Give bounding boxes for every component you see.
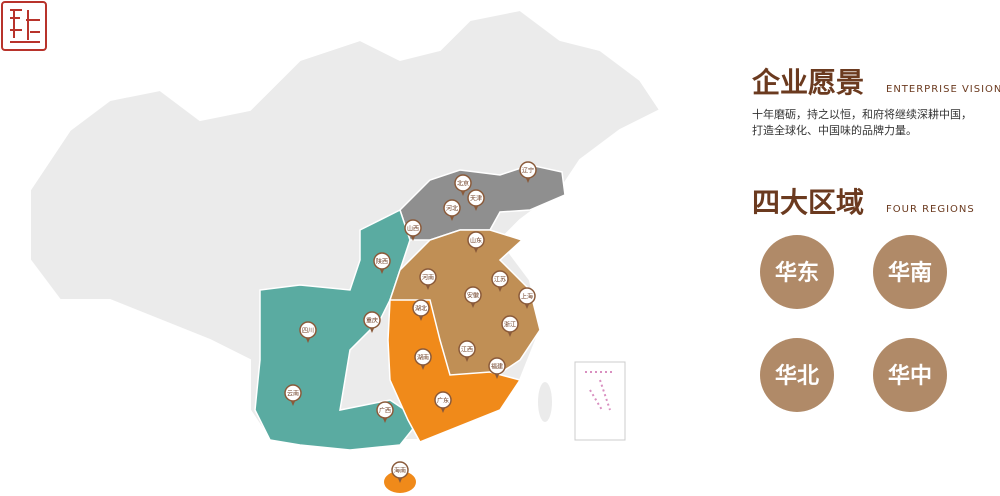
map-pin[interactable]: 天津 <box>467 189 485 211</box>
map-pin[interactable]: 湖南 <box>414 348 432 370</box>
seal <box>1 1 47 51</box>
china-map <box>29 8 662 493</box>
map-pin[interactable]: 山西 <box>404 219 422 241</box>
pin-label: 山东 <box>470 237 482 245</box>
map-pin[interactable]: 四川 <box>299 321 317 343</box>
button-circle <box>760 338 834 412</box>
region-button[interactable]: 华东 <box>760 235 834 309</box>
pin-head <box>464 286 482 304</box>
pin-label: 广西 <box>379 407 391 415</box>
map-pin[interactable]: 江苏 <box>491 270 509 292</box>
pin-label: 山西 <box>407 225 419 233</box>
map-pin[interactable]: 河南 <box>419 268 437 290</box>
button-label: 华北 <box>775 363 819 389</box>
pin-head <box>488 357 506 375</box>
pin-head <box>443 199 461 217</box>
pin-head <box>414 348 432 366</box>
pin-label: 河北 <box>446 205 458 213</box>
map-pin[interactable]: 湖北 <box>412 299 430 321</box>
pin-head <box>467 231 485 249</box>
region-button[interactable]: 华中 <box>873 338 947 412</box>
pin-head <box>434 391 452 409</box>
pin-head <box>518 287 536 305</box>
pin-label: 北京 <box>457 180 469 188</box>
map-pin[interactable]: 福建 <box>488 357 506 379</box>
map-pin[interactable]: 广西 <box>376 401 394 423</box>
pin-label: 辽宁 <box>522 167 534 175</box>
pin-head <box>373 252 391 270</box>
pin-label: 陕西 <box>376 258 388 266</box>
button-circle <box>873 338 947 412</box>
map-pin[interactable]: 广东 <box>434 391 452 413</box>
button-label: 华南 <box>888 260 932 286</box>
region-button[interactable]: 华南 <box>873 235 947 309</box>
map-pin[interactable]: 江西 <box>458 340 476 362</box>
pin-head <box>458 340 476 358</box>
pin-label: 湖南 <box>417 354 429 362</box>
pin-label: 安徽 <box>467 292 479 300</box>
taiwan <box>538 382 552 422</box>
pin-head <box>299 321 317 339</box>
south-sea-inset <box>574 361 626 441</box>
region-south <box>387 299 522 443</box>
pin-label: 天津 <box>470 196 482 203</box>
button-label: 华东 <box>775 260 819 286</box>
inset-dots <box>585 371 615 411</box>
pin-head <box>376 401 394 419</box>
map-pin[interactable]: 云南 <box>284 384 302 406</box>
pin-label: 海南 <box>394 467 406 475</box>
map-pin[interactable]: 陕西 <box>373 252 391 274</box>
regions-title: 四大区域 <box>752 186 864 219</box>
pin-label: 广东 <box>437 397 449 405</box>
pin-label: 浙江 <box>504 321 516 329</box>
map-pin[interactable]: 上海 <box>518 287 536 309</box>
map-pin[interactable]: 重庆 <box>363 311 381 333</box>
pin-head <box>501 315 519 333</box>
pin-label: 湖北 <box>415 305 427 313</box>
vision-title: 企业愿景 <box>752 66 864 99</box>
map-pin[interactable]: 北京 <box>454 174 472 196</box>
pin-label: 江西 <box>461 347 473 354</box>
map-pin[interactable]: 浙江 <box>501 315 519 337</box>
map-pin[interactable]: 山东 <box>467 231 485 253</box>
pin-head <box>284 384 302 402</box>
map-pin[interactable]: 安徽 <box>464 286 482 308</box>
pin-label: 重庆 <box>366 317 378 325</box>
pin-head <box>454 174 472 192</box>
pin-head <box>412 299 430 317</box>
pin-head <box>519 161 537 179</box>
regions-subtitle: FOUR REGIONS <box>886 204 975 215</box>
pin-head <box>419 268 437 286</box>
region-button[interactable]: 华北 <box>760 338 834 412</box>
pin-label: 四川 <box>302 328 314 335</box>
map-pin[interactable]: 辽宁 <box>519 161 537 183</box>
button-label: 华中 <box>888 363 932 389</box>
button-circle <box>873 235 947 309</box>
map-pin[interactable]: 海南 <box>391 461 409 483</box>
vision-line: 打造全球化、中国味的品牌力量。 <box>752 123 917 137</box>
pin-head <box>363 311 381 329</box>
pin-head <box>391 461 409 479</box>
pin-label: 福建 <box>491 363 503 371</box>
button-circle <box>760 235 834 309</box>
pin-label: 江苏 <box>494 276 506 284</box>
pin-label: 河南 <box>422 274 434 282</box>
map-pin[interactable]: 河北 <box>443 199 461 221</box>
pin-head <box>491 270 509 288</box>
pin-head <box>467 189 485 207</box>
pin-head <box>404 219 422 237</box>
pin-label: 上海 <box>521 293 533 301</box>
vision-line: 十年磨砺，持之以恒，和府将继续深耕中国， <box>752 107 972 121</box>
vision-subtitle: ENTERPRISE VISION <box>886 84 1000 95</box>
pin-label: 云南 <box>287 390 299 398</box>
